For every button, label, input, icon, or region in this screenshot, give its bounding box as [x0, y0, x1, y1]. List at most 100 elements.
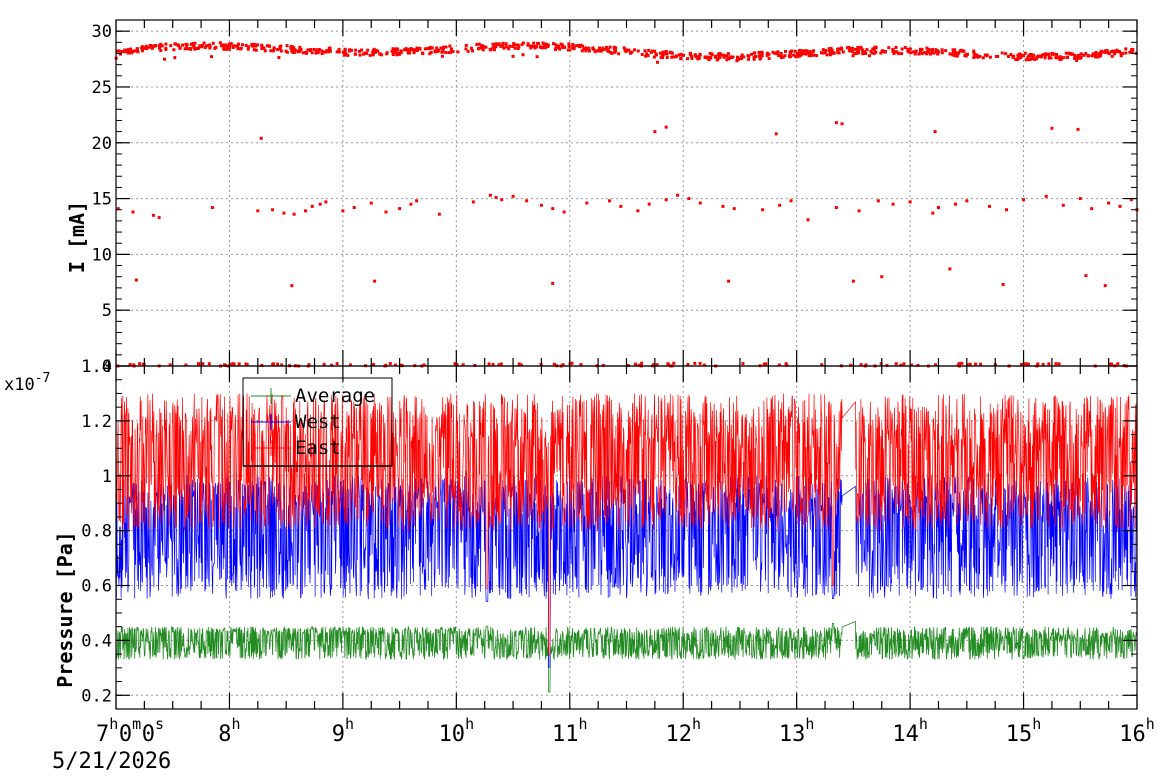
data-point — [126, 48, 130, 52]
data-point — [841, 50, 845, 54]
data-point — [1046, 52, 1050, 56]
data-point — [1070, 52, 1074, 56]
data-point — [151, 213, 155, 217]
data-point — [677, 53, 681, 57]
data-point — [1022, 54, 1026, 58]
data-point — [953, 202, 957, 206]
data-point — [1067, 52, 1071, 56]
data-point — [960, 48, 964, 52]
data-point — [202, 41, 206, 45]
data-point — [428, 52, 432, 56]
time-unit: h — [579, 715, 588, 733]
data-point — [718, 52, 722, 56]
time-number: 16 — [1119, 722, 1146, 747]
data-point — [900, 47, 904, 51]
data-point — [235, 44, 239, 48]
data-point — [854, 51, 858, 55]
data-point — [176, 43, 180, 47]
data-point — [861, 48, 865, 52]
data-point — [665, 55, 669, 59]
data-point — [640, 361, 644, 365]
data-point — [412, 51, 416, 55]
data-point — [940, 48, 944, 52]
data-point — [613, 50, 617, 54]
data-point — [757, 54, 761, 58]
data-point — [824, 49, 828, 53]
data-point — [477, 42, 481, 46]
data-point — [1121, 51, 1125, 55]
data-point — [774, 132, 778, 136]
data-point — [239, 46, 243, 50]
data-point — [1106, 51, 1110, 55]
data-point — [572, 47, 576, 51]
data-point — [1097, 52, 1101, 56]
data-point — [397, 52, 401, 56]
data-point — [1039, 55, 1043, 59]
data-point — [435, 46, 439, 50]
data-point — [847, 49, 851, 53]
data-point — [646, 54, 650, 58]
data-point — [1044, 194, 1048, 198]
data-point — [315, 50, 319, 54]
time-number: 8 — [218, 722, 231, 747]
data-point — [895, 50, 899, 54]
data-point — [953, 48, 957, 52]
data-point — [753, 51, 757, 55]
data-point — [322, 50, 326, 54]
x-tick-label: 13h — [779, 715, 815, 747]
time-unit: s — [155, 715, 164, 733]
data-point — [368, 53, 372, 57]
data-point — [647, 48, 651, 52]
data-point — [159, 49, 163, 53]
data-point — [265, 44, 269, 48]
data-point — [1099, 54, 1103, 58]
data-point — [1100, 49, 1104, 53]
data-point — [1047, 55, 1051, 59]
data-point — [607, 199, 611, 203]
data-point — [415, 199, 419, 203]
data-point — [811, 50, 815, 54]
data-point — [1050, 126, 1054, 130]
data-point — [1043, 53, 1047, 57]
data-point — [491, 46, 495, 50]
data-point — [785, 363, 789, 367]
data-point — [260, 47, 264, 51]
data-point — [869, 49, 873, 53]
data-point — [587, 49, 591, 53]
data-point — [1015, 58, 1019, 62]
data-point — [184, 363, 188, 367]
time-number: 15 — [1006, 722, 1033, 747]
data-point — [740, 53, 744, 57]
series-line-west — [115, 475, 1138, 668]
data-point — [614, 46, 618, 50]
data-point — [1116, 50, 1120, 54]
data-point — [908, 200, 912, 204]
data-point — [433, 50, 437, 54]
data-point — [501, 43, 505, 47]
data-point — [874, 50, 878, 54]
legend: Average West East — [242, 377, 393, 467]
data-point — [996, 55, 1000, 59]
data-point — [761, 208, 765, 212]
data-point — [757, 51, 761, 55]
data-point — [131, 210, 135, 214]
data-point — [154, 43, 158, 47]
data-point — [948, 267, 952, 271]
data-point — [679, 52, 683, 56]
data-point — [883, 50, 887, 54]
data-point — [1055, 53, 1059, 57]
data-point — [1049, 56, 1053, 60]
data-point — [203, 46, 207, 50]
data-point — [254, 44, 258, 48]
data-point — [128, 47, 132, 51]
data-point — [789, 199, 793, 203]
data-point — [1019, 53, 1023, 57]
data-point — [222, 47, 226, 51]
data-point — [899, 363, 903, 367]
data-point — [739, 57, 743, 61]
data-point — [718, 55, 722, 59]
data-point — [690, 56, 694, 60]
data-point — [398, 207, 402, 211]
data-point — [948, 52, 952, 56]
data-point — [481, 48, 485, 52]
